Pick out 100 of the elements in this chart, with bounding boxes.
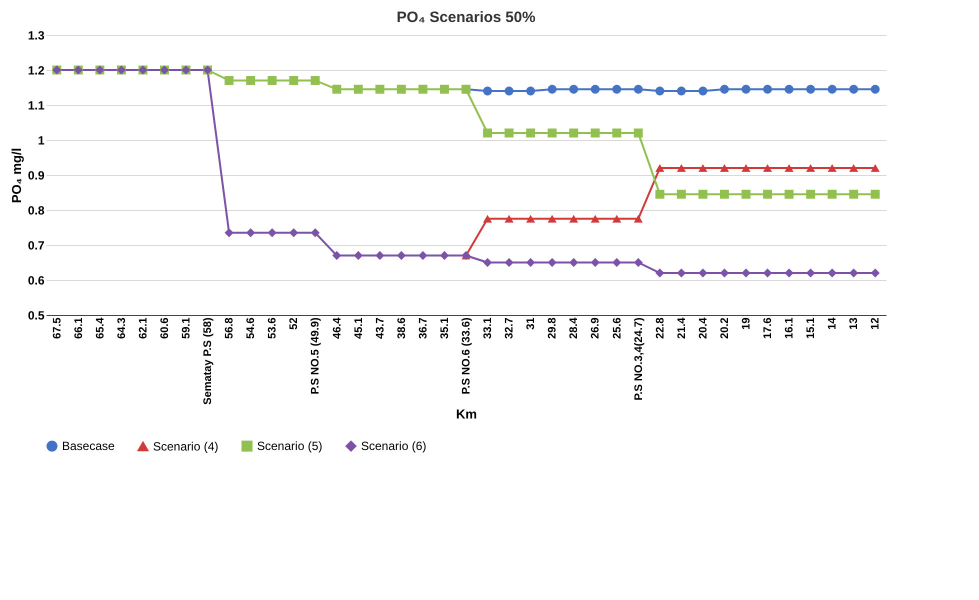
point xyxy=(612,258,622,267)
x-tick-label: 65.4 xyxy=(94,316,106,339)
x-tick-label: 26.9 xyxy=(590,318,602,339)
point xyxy=(332,84,342,94)
point xyxy=(828,190,837,199)
point xyxy=(742,84,750,94)
point xyxy=(828,268,837,278)
point xyxy=(375,84,384,94)
x-tick-label: 38.6 xyxy=(396,318,408,339)
y-tick-label: 0.6 xyxy=(28,274,45,288)
x-axis-title: Km xyxy=(456,406,477,422)
point xyxy=(590,258,600,267)
point xyxy=(375,251,384,260)
point xyxy=(354,251,363,260)
x-tick-label: 17.6 xyxy=(762,318,774,339)
x-tick-label: 59.1 xyxy=(180,318,192,339)
x-tick-label: 64.3 xyxy=(116,318,128,339)
point xyxy=(870,190,880,199)
point xyxy=(742,164,750,172)
point xyxy=(590,214,600,223)
point xyxy=(698,190,708,199)
x-tick-label: 46.4 xyxy=(331,316,344,339)
point xyxy=(698,86,708,96)
point xyxy=(268,76,277,85)
y-tick-label: 0.5 xyxy=(28,308,45,322)
x-tick-label: P.S NO.5 (49.9) xyxy=(310,317,322,394)
point xyxy=(548,128,557,138)
point xyxy=(655,190,664,199)
point xyxy=(763,190,772,199)
y-tick-label: 1.2 xyxy=(28,64,45,78)
x-tick-label: 12 xyxy=(870,318,882,330)
point xyxy=(224,76,234,85)
x-tick-label: P.S NO.6 (33.6) xyxy=(460,317,472,394)
point xyxy=(440,84,449,94)
x-tick-label: 28.4 xyxy=(568,316,580,339)
point xyxy=(676,86,686,96)
point xyxy=(224,228,234,238)
point xyxy=(526,214,536,223)
point xyxy=(676,164,686,172)
x-tick-label: 43.7 xyxy=(374,318,386,339)
y-tick-label: 0.9 xyxy=(28,168,45,182)
point xyxy=(612,84,622,94)
x-tick-label: 52 xyxy=(288,318,300,330)
x-tick-label: 13 xyxy=(848,318,860,330)
x-tick-label: 62.1 xyxy=(137,318,150,339)
point xyxy=(569,258,578,267)
point xyxy=(590,128,600,138)
point xyxy=(612,128,622,138)
y-tick-label: 0.7 xyxy=(28,238,45,252)
point xyxy=(354,84,363,94)
x-tick-label: 15.1 xyxy=(805,318,818,339)
point xyxy=(698,164,708,172)
point xyxy=(483,214,492,223)
y-axis-title: PO₄ mg/l xyxy=(8,148,24,204)
point xyxy=(655,164,664,172)
point xyxy=(742,190,750,199)
point xyxy=(483,128,492,138)
point xyxy=(655,86,664,96)
x-tick-label: 35.1 xyxy=(438,318,451,339)
point xyxy=(763,164,772,172)
point xyxy=(590,84,600,94)
x-tick-label: 45.1 xyxy=(352,318,365,339)
y-tick-label: 1.3 xyxy=(28,28,45,42)
point xyxy=(634,214,643,223)
x-tick-label: 29.8 xyxy=(546,318,559,339)
point xyxy=(569,128,578,138)
point xyxy=(784,84,794,94)
point xyxy=(268,228,277,238)
x-tick-label: 36.7 xyxy=(417,318,430,339)
legend-label: Basecase xyxy=(62,439,116,454)
point xyxy=(483,86,492,96)
y-tick-label: 0.8 xyxy=(28,204,45,218)
point xyxy=(396,84,406,94)
point xyxy=(720,164,729,172)
point xyxy=(849,84,858,94)
point xyxy=(504,214,514,223)
y-tick-label: 1 xyxy=(38,134,45,148)
point xyxy=(849,268,858,278)
x-tick-label: P.S NO.3,4(24.7) xyxy=(632,317,645,400)
chart-title: PO₄ Scenarios 50% xyxy=(396,9,536,26)
point xyxy=(289,76,298,85)
point xyxy=(676,190,686,199)
x-tick-label: 54.6 xyxy=(245,318,258,339)
point xyxy=(763,84,772,94)
x-tick-label: 16.1 xyxy=(784,318,796,339)
point xyxy=(548,214,557,223)
point xyxy=(246,228,256,238)
point xyxy=(310,76,320,85)
x-tick-label: 20.2 xyxy=(718,318,731,339)
point xyxy=(742,268,750,278)
point xyxy=(310,228,320,238)
point xyxy=(849,190,858,199)
x-tick-label: 32.7 xyxy=(504,318,516,339)
point xyxy=(548,258,557,267)
point xyxy=(569,214,578,223)
point xyxy=(504,128,514,138)
point xyxy=(548,84,557,94)
point xyxy=(784,164,794,172)
point xyxy=(289,228,298,238)
x-tick-label: 33.1 xyxy=(482,318,494,339)
